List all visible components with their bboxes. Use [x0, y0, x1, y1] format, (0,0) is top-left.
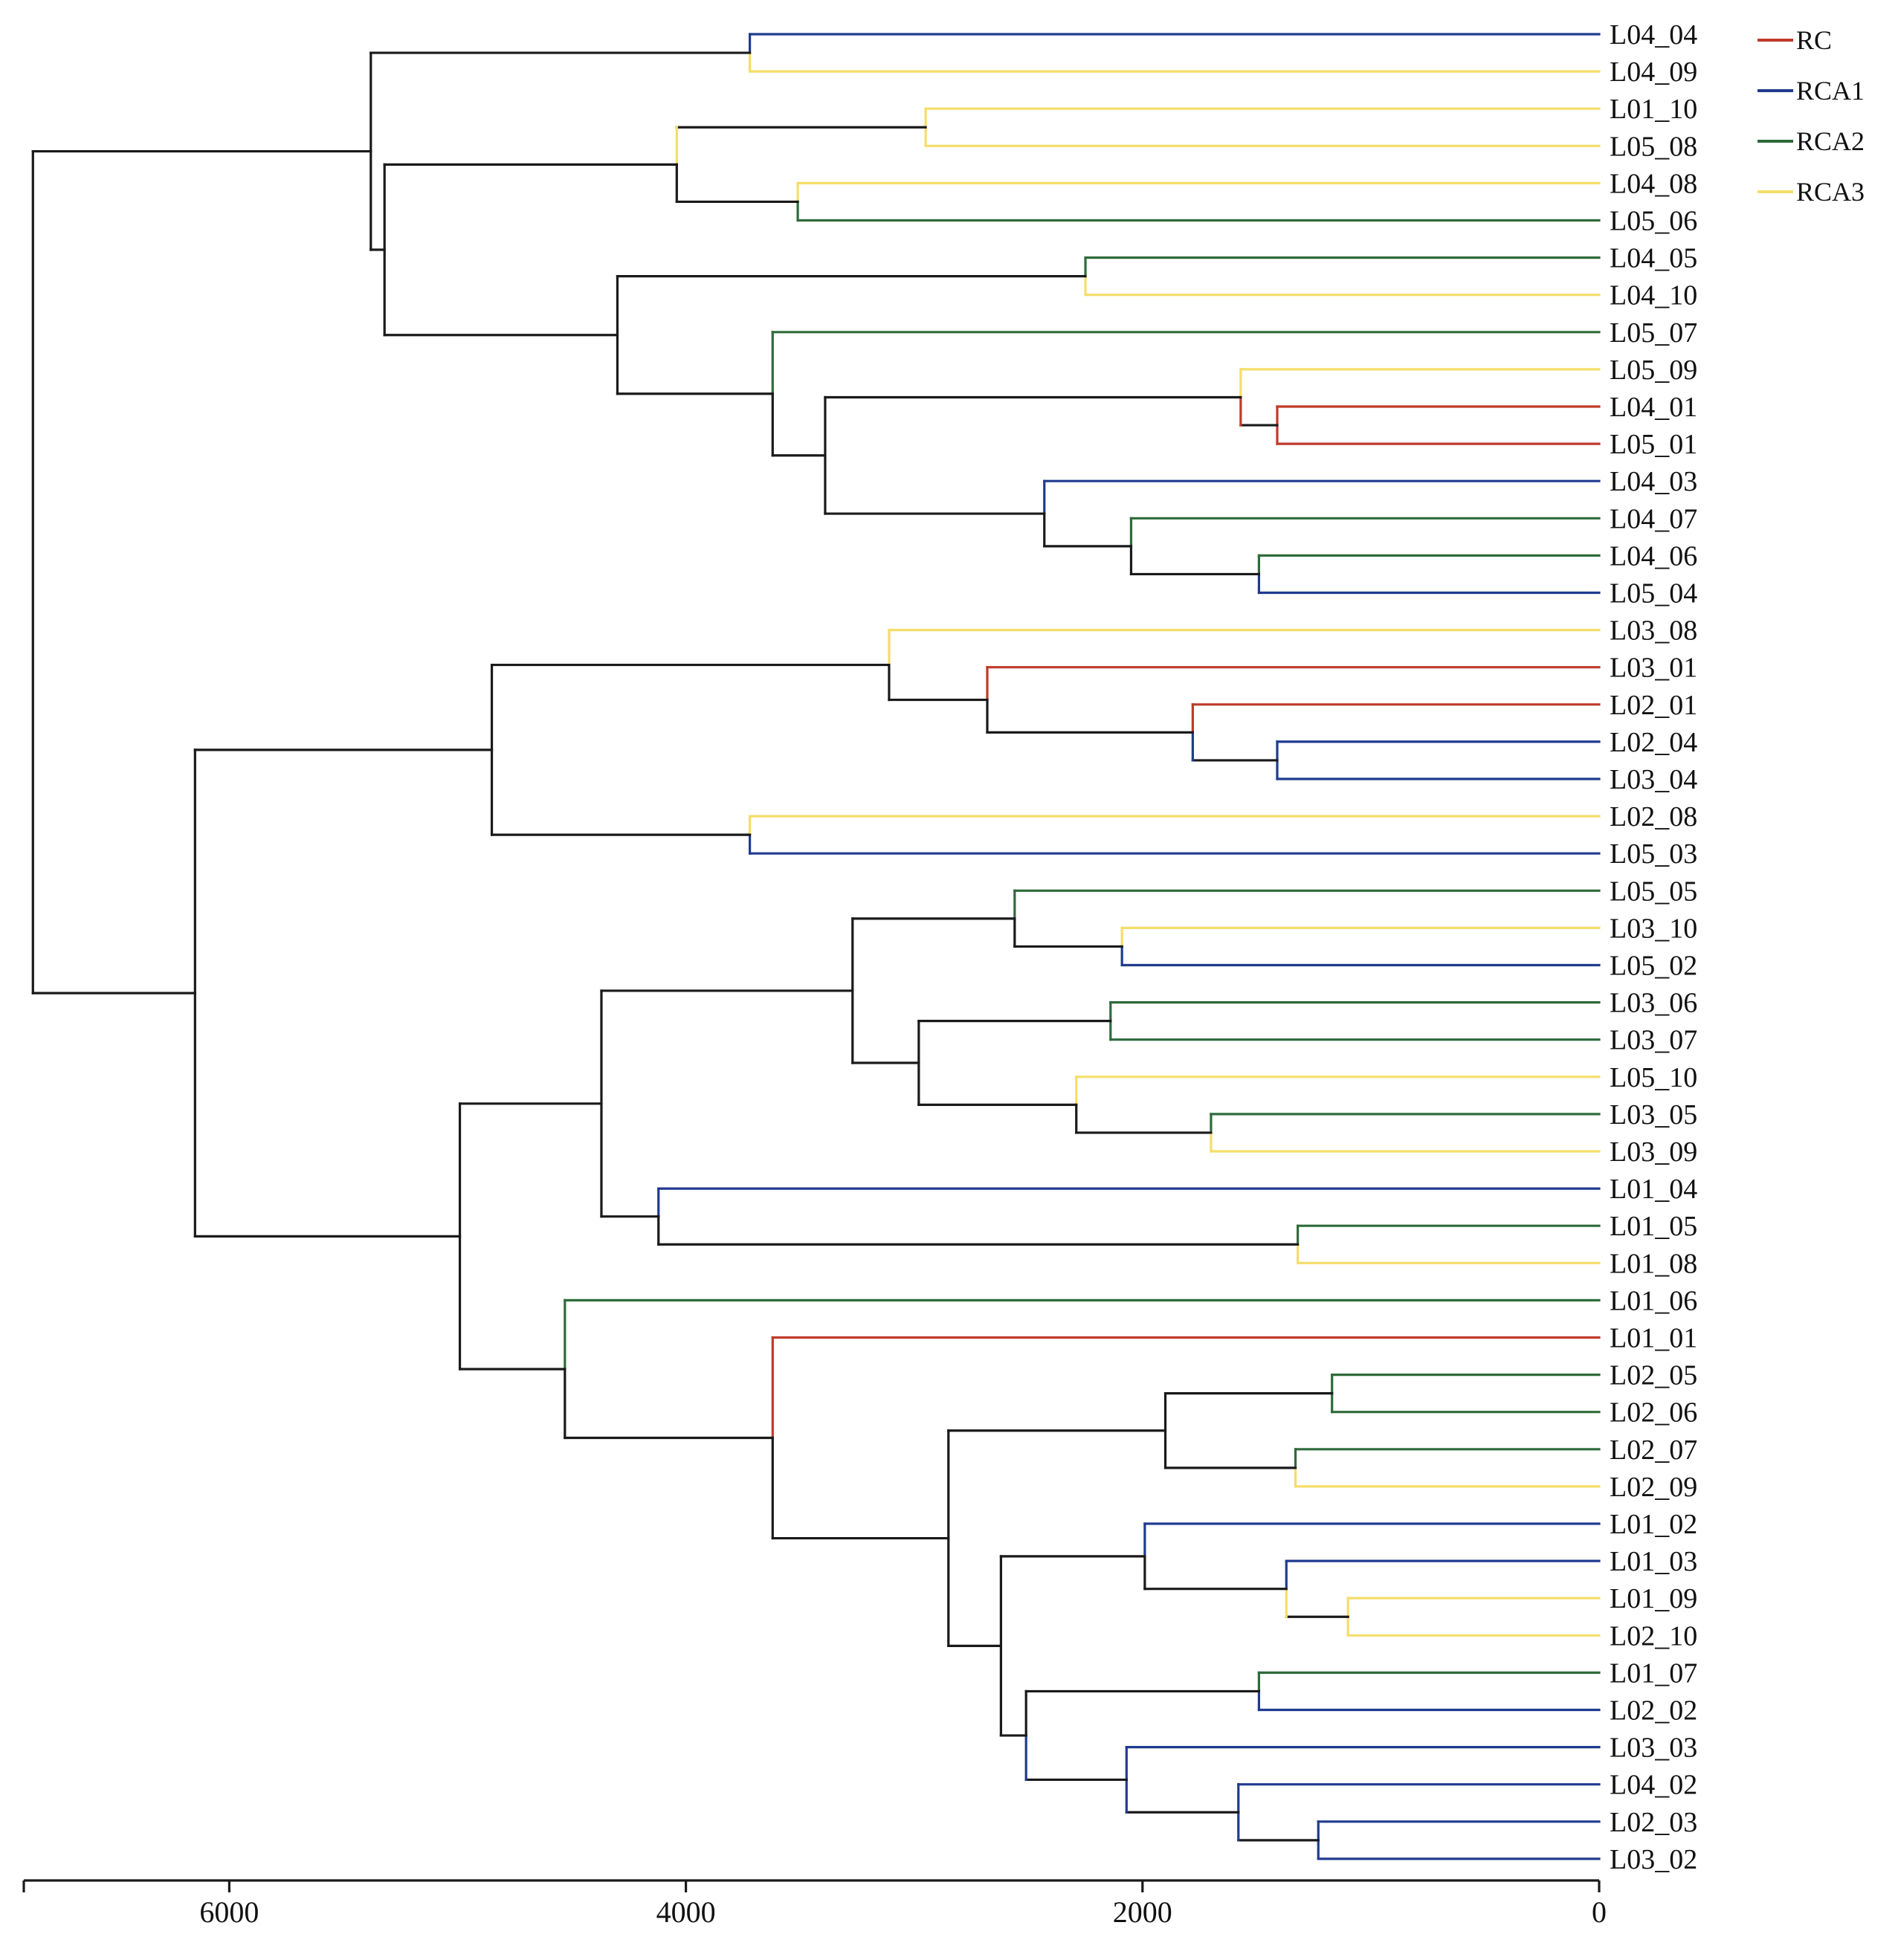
- x-tick-label: 6000: [199, 1895, 259, 1929]
- leaf-label: L04_10: [1610, 280, 1697, 311]
- leaf-label: L01_01: [1610, 1323, 1697, 1354]
- leaf-label: L02_04: [1610, 727, 1697, 758]
- leaf-label: L05_02: [1610, 951, 1697, 982]
- leaf-label: L04_04: [1610, 19, 1697, 51]
- leaf-label: L03_01: [1610, 653, 1697, 684]
- legend-label: RCA2: [1796, 126, 1865, 156]
- leaf-label: L01_07: [1610, 1657, 1697, 1689]
- leaf-label: L05_08: [1610, 131, 1697, 162]
- leaf-label: L05_01: [1610, 429, 1697, 460]
- leaf-label: L03_06: [1610, 988, 1697, 1019]
- legend-label: RCA3: [1796, 177, 1865, 207]
- leaf-label: L02_01: [1610, 690, 1697, 721]
- leaf-label: L04_03: [1610, 466, 1697, 497]
- leaf-label: L05_06: [1610, 206, 1697, 237]
- x-tick-label: 4000: [656, 1895, 716, 1929]
- leaf-label: L03_03: [1610, 1733, 1697, 1764]
- leaf-label: L03_02: [1610, 1844, 1697, 1875]
- leaf-label: L01_09: [1610, 1583, 1697, 1614]
- leaf-label: L01_02: [1610, 1509, 1697, 1540]
- leaf-label: L04_07: [1610, 503, 1697, 534]
- legend-label: RCA1: [1796, 76, 1865, 106]
- leaf-label: L05_07: [1610, 317, 1697, 349]
- leaf-label: L01_10: [1610, 94, 1697, 125]
- legend-label: RC: [1796, 25, 1832, 55]
- leaf-label: L05_09: [1610, 355, 1697, 386]
- leaf-label: L03_08: [1610, 615, 1697, 647]
- leaf-label: L02_07: [1610, 1435, 1697, 1466]
- leaf-label: L01_08: [1610, 1248, 1697, 1279]
- x-tick-label: 0: [1592, 1895, 1607, 1929]
- leaf-label: L03_04: [1610, 764, 1697, 795]
- leaf-label: L02_06: [1610, 1397, 1697, 1429]
- x-axis: 6000 4000 2000 0: [22, 1879, 1607, 1929]
- leaf-label: L01_03: [1610, 1546, 1697, 1577]
- leaf-label: L05_10: [1610, 1062, 1697, 1093]
- leaf-label: L04_06: [1610, 540, 1697, 572]
- leaf-label: L01_04: [1610, 1174, 1697, 1205]
- leaf-label: L03_07: [1610, 1025, 1697, 1056]
- leaf-label: L01_05: [1610, 1211, 1697, 1242]
- leaf-label: L04_02: [1610, 1770, 1697, 1801]
- leaf-label: L02_03: [1610, 1807, 1697, 1838]
- leaf-label: L02_10: [1610, 1620, 1697, 1652]
- leaf-label: L05_03: [1610, 838, 1697, 870]
- leaf-label: L03_05: [1610, 1099, 1697, 1131]
- leaf-label: L02_02: [1610, 1695, 1697, 1727]
- leaf-label: L04_09: [1610, 56, 1697, 88]
- x-tick-label: 2000: [1113, 1895, 1172, 1929]
- leaf-label: L01_06: [1610, 1285, 1697, 1316]
- leaf-label: L02_09: [1610, 1472, 1697, 1503]
- leaf-label: L05_05: [1610, 876, 1697, 907]
- leaf-label: L03_09: [1610, 1136, 1697, 1168]
- leaf-label: L02_08: [1610, 801, 1697, 832]
- dendrogram-branches: [31, 33, 1601, 1860]
- leaf-label: L05_04: [1610, 578, 1697, 609]
- leaf-labels: L04_04 L04_09 L01_10 L05_08 L04_08 L05_06 L04_…: [1610, 19, 1697, 1875]
- leaf-label: L04_05: [1610, 243, 1697, 274]
- leaf-label: L04_01: [1610, 392, 1697, 423]
- leaf-label: L04_08: [1610, 168, 1697, 199]
- legend: RC RCA1 RCA2 RCA3: [1757, 25, 1865, 207]
- leaf-label: L02_05: [1610, 1360, 1697, 1391]
- leaf-label: L03_10: [1610, 913, 1697, 944]
